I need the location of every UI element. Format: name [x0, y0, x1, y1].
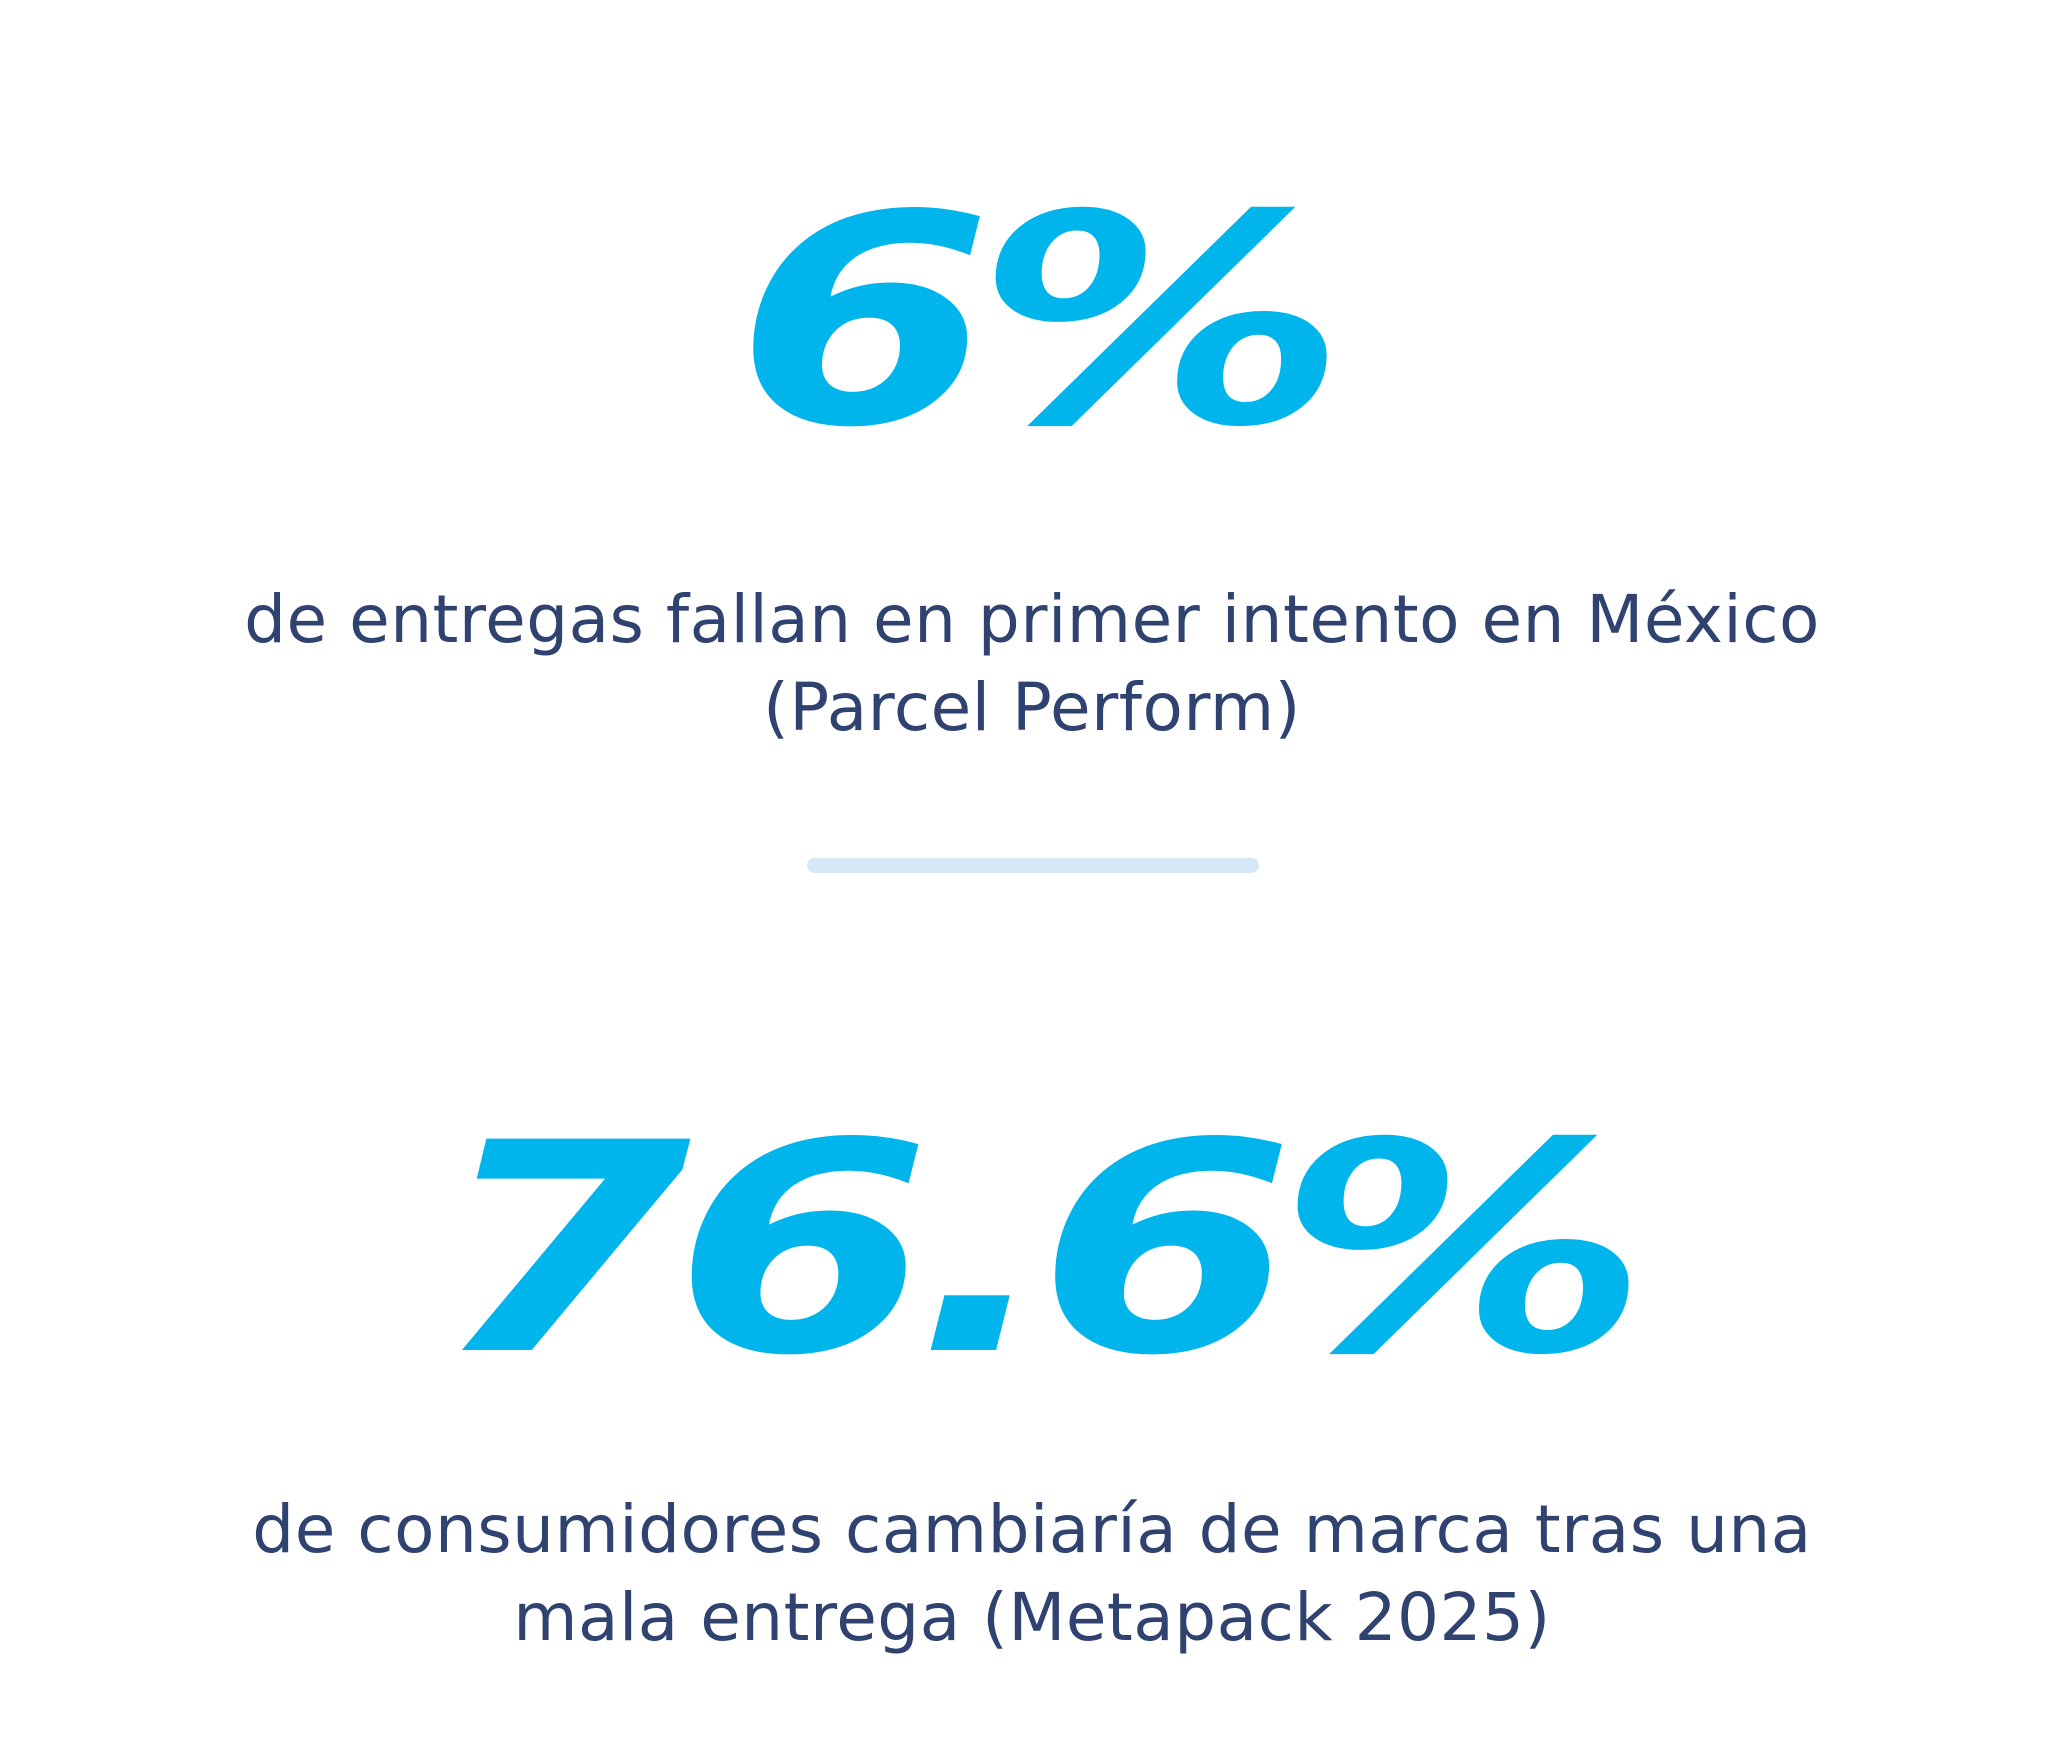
stat-description: de consumidores cambiaría de marca tras … — [0, 1486, 2064, 1662]
stat-value: 76.6% — [432, 1082, 1649, 1419]
stat-block-brand-switching: 76.6% de consumidores cambiaría de marca… — [0, 1106, 2064, 1662]
stat-value: 6% — [734, 154, 1347, 491]
stat-description-line: mala entrega (Metapack 2025) — [513, 1579, 1551, 1656]
stat-description: de entregas fallan en primer intento en … — [0, 576, 2064, 752]
stat-description-line: de consumidores cambiaría de marca tras … — [252, 1491, 1812, 1568]
stat-block-failed-deliveries: 6% de entregas fallan en primer intento … — [0, 178, 2064, 752]
stat-description-line: de entregas fallan en primer intento en … — [244, 581, 1820, 658]
divider — [807, 858, 1259, 873]
stat-description-line: (Parcel Perform) — [763, 669, 1301, 746]
